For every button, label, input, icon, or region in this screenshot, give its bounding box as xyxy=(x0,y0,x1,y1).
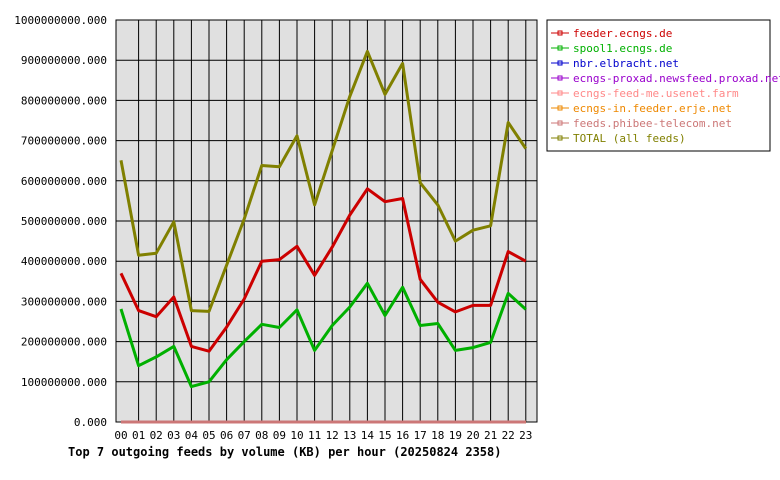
legend-label: ecngs-feed-me.usenet.farm xyxy=(573,87,739,100)
x-tick-label: 19 xyxy=(449,429,462,442)
chart-title: Top 7 outgoing feeds by volume (KB) per … xyxy=(68,445,501,459)
legend-box xyxy=(546,19,771,152)
legend-marker xyxy=(557,45,563,51)
legend-marker xyxy=(557,120,563,126)
y-tick-label: 1000000000.000 xyxy=(14,14,107,27)
y-tick-label: 800000000.000 xyxy=(21,94,107,107)
y-tick-label: 500000000.000 xyxy=(21,215,107,228)
x-tick-label: 23 xyxy=(519,429,532,442)
series-line-1 xyxy=(119,281,527,389)
x-tick-label: 05 xyxy=(202,429,215,442)
x-tick-label: 11 xyxy=(308,429,321,442)
x-tick-label: 13 xyxy=(343,429,356,442)
series-line-0 xyxy=(119,187,527,353)
legend-marker xyxy=(557,75,563,81)
legend-label: nbr.elbracht.net xyxy=(573,57,679,70)
y-tick-label: 100000000.000 xyxy=(21,376,107,389)
x-tick-label: 21 xyxy=(484,429,497,442)
x-tick-label: 17 xyxy=(414,429,427,442)
y-tick-label: 700000000.000 xyxy=(21,135,107,148)
legend-marker xyxy=(557,60,563,66)
y-tick-label: 200000000.000 xyxy=(21,336,107,349)
legend-marker xyxy=(557,30,563,36)
y-tick-label: 400000000.000 xyxy=(21,255,107,268)
x-tick-label: 01 xyxy=(132,429,145,442)
legend-marker xyxy=(557,105,563,111)
y-axis-tick-labels: 0.000 100000000.000 200000000.000 300000000… xyxy=(14,14,107,429)
legend-label: ecngs-in.feeder.erje.net xyxy=(573,102,732,115)
legend-marker xyxy=(557,135,563,141)
legend-label: spool1.ecngs.de xyxy=(573,42,672,55)
x-tick-label: 07 xyxy=(238,429,251,442)
x-tick-label: 08 xyxy=(255,429,268,442)
y-tick-label: 300000000.000 xyxy=(21,295,107,308)
series-lines xyxy=(119,49,528,424)
legend-label: TOTAL (all feeds) xyxy=(573,132,686,145)
x-tick-label: 02 xyxy=(150,429,163,442)
grid-lines xyxy=(116,20,537,422)
x-tick-label: 22 xyxy=(502,429,515,442)
legend-marker xyxy=(557,90,563,96)
x-tick-label: 10 xyxy=(290,429,303,442)
x-tick-label: 06 xyxy=(220,429,233,442)
legend-label: feeds.phibee-telecom.net xyxy=(573,117,732,130)
x-tick-label: 04 xyxy=(185,429,199,442)
x-tick-label: 14 xyxy=(361,429,375,442)
y-tick-label: 900000000.000 xyxy=(21,54,107,67)
legend-label: ecngs-proxad.newsfeed.proxad.net xyxy=(573,72,780,85)
x-axis-tick-labels: 00 01 02 03 04 05 06 07 08 09 10 11 12 13 14 15 16 17 18 19… xyxy=(114,429,532,442)
x-tick-label: 15 xyxy=(378,429,391,442)
x-tick-label: 16 xyxy=(396,429,409,442)
x-tick-label: 12 xyxy=(326,429,339,442)
x-tick-label: 09 xyxy=(273,429,286,442)
y-tick-label: 0.000 xyxy=(74,416,107,429)
legend: feeder.ecngs.de spool1.ecngs.de nbr.elbrac… xyxy=(546,19,780,152)
x-tick-label: 18 xyxy=(431,429,444,442)
x-tick-label: 03 xyxy=(167,429,180,442)
x-tick-label: 00 xyxy=(114,429,127,442)
legend-label: feeder.ecngs.de xyxy=(573,27,672,40)
x-tick-label: 20 xyxy=(466,429,479,442)
series-line-7 xyxy=(119,49,528,313)
y-tick-label: 600000000.000 xyxy=(21,175,107,188)
